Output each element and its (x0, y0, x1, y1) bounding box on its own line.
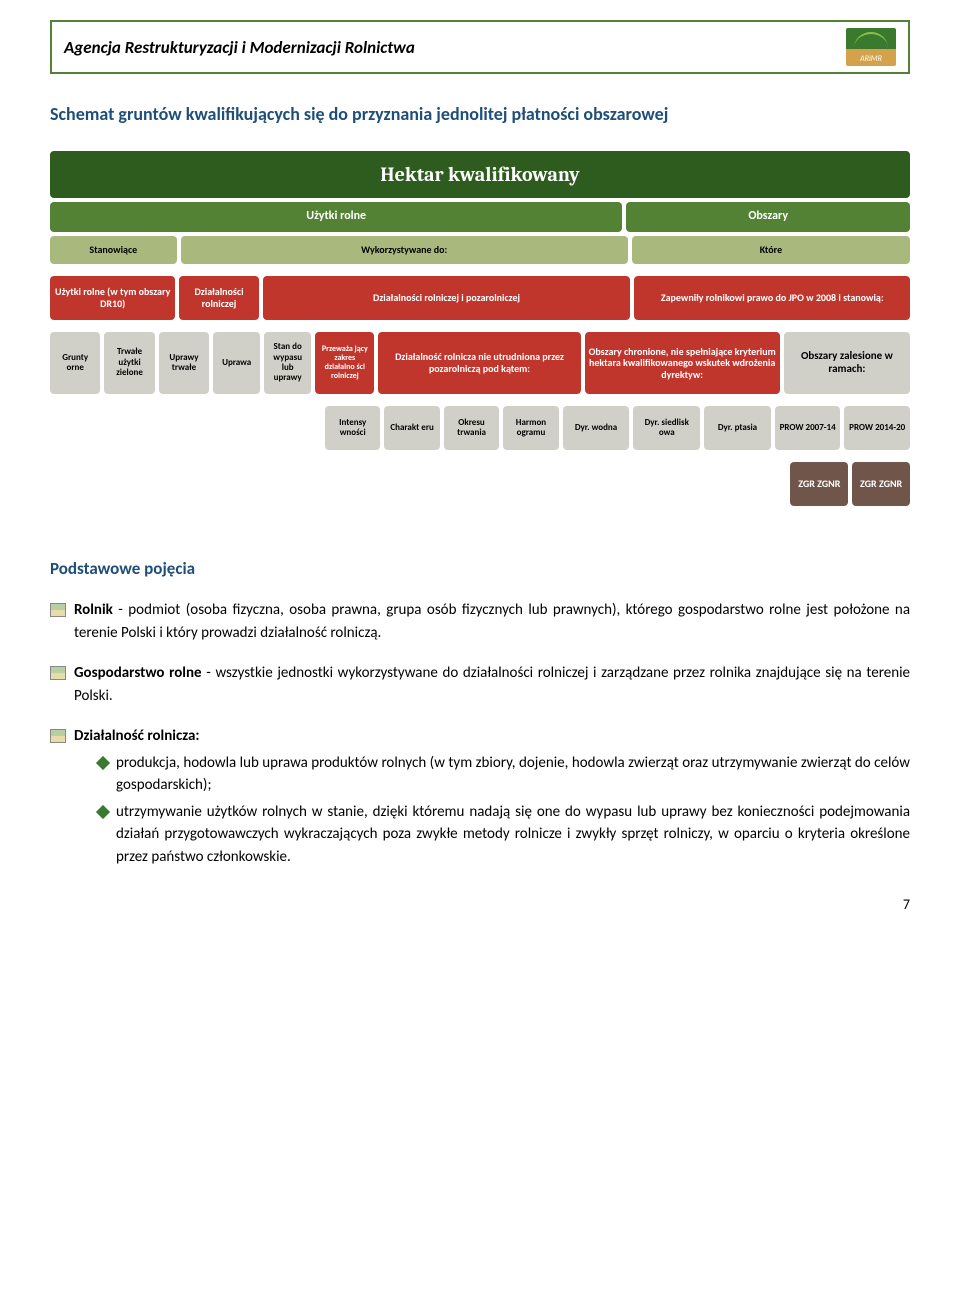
content-body: Podstawowe pojęcia Rolnik - podmiot (oso… (50, 556, 910, 869)
r4-rolniczej-poza: Działalności rolniczej i pozarolniczej (263, 276, 631, 320)
r6-dyr-wodna: Dyr. wodna (563, 406, 630, 450)
bullet-rolnik: Rolnik - podmiot (osoba fizyczna, osoba … (50, 599, 910, 644)
r5-trwale-uzytki: Trwałe użytki zielone (104, 332, 154, 394)
r6-intensywnosci: Intensy wności (325, 406, 380, 450)
rolnik-desc: - podmiot (osoba fizyczna, osoba prawna,… (74, 601, 910, 642)
r4-dzialalnosci: Działalności rolniczej (179, 276, 258, 320)
doc-bullet-icon (50, 729, 66, 743)
gospodarstwo-label: Gospodarstwo rolne (74, 664, 202, 682)
page-number: 7 (50, 896, 910, 913)
sub-bullet-2: utrzymywanie użytków rolnych w stanie, d… (98, 801, 910, 869)
gospodarstwo-text: Gospodarstwo rolne - wszystkie jednostki… (74, 662, 910, 707)
diagram-main-title: Hektar kwalifikowany (50, 151, 910, 198)
bullet-gospodarstwo: Gospodarstwo rolne - wszystkie jednostki… (50, 662, 910, 707)
r5-nieutrudniona: Działalność rolnicza nie utrudniona prze… (378, 332, 580, 394)
concepts-title: Podstawowe pojęcia (50, 556, 910, 582)
r3-ktore: Które (632, 236, 910, 264)
diamond-bullet-icon (96, 756, 110, 770)
r5-uprawa: Uprawa (213, 332, 260, 394)
diamond-bullet-icon (96, 805, 110, 819)
doc-bullet-icon (50, 666, 66, 680)
r5-obszary-chronione: Obszary chronione, nie spełniające kryte… (585, 332, 780, 394)
r5-obszary-zalesione: Obszary zalesione w ramach: (784, 332, 910, 394)
r2-uzytki: Użytki rolne (50, 202, 622, 232)
dz-sub1-text: produkcja, hodowla lub uprawa produktów … (116, 752, 910, 797)
r6-okresu: Okresu trwania (444, 406, 499, 450)
r7-zgr-2: ZGR ZGNR (852, 462, 910, 506)
r6-prow-2014: PROW 2014-20 (844, 406, 910, 450)
dz-sub2-text: utrzymywanie użytków rolnych w stanie, d… (116, 801, 910, 869)
section-title: Schemat gruntów kwalifikujących się do p… (50, 102, 910, 127)
r5-uprawy-trwale: Uprawy trwałe (159, 332, 209, 394)
bullet-dzialalnosc: Działalność rolnicza: produkcja, hodowla… (50, 725, 910, 868)
r7-zgr-1: ZGR ZGNR (790, 462, 848, 506)
qualification-diagram: Hektar kwalifikowany Użytki rolne Obszar… (50, 151, 910, 506)
rolnik-label: Rolnik (74, 601, 113, 619)
dzialalnosc-label: Działalność rolnicza: (74, 727, 200, 745)
r6-harmonogramu: Harmon ogramu (503, 406, 558, 450)
sub-bullet-1: produkcja, hodowla lub uprawa produktów … (98, 752, 910, 797)
r3-stanowiace: Stanowiące (50, 236, 177, 264)
r6-charakteru: Charakt eru (384, 406, 439, 450)
r4-jpo2008: Zapewniły rolnikowi prawo do JPO w 2008 … (634, 276, 910, 320)
r6-prow-2007: PROW 2007-14 (775, 406, 841, 450)
r2-obszary: Obszary (626, 202, 910, 232)
r5-stan-wypasu: Stan do wypasu lub uprawy (264, 332, 311, 394)
arimr-logo-icon (846, 28, 896, 66)
page-header: Agencja Restrukturyzacji i Modernizacji … (50, 20, 910, 74)
doc-bullet-icon (50, 603, 66, 617)
rolnik-text: Rolnik - podmiot (osoba fizyczna, osoba … (74, 599, 910, 644)
r6-dyr-ptasia: Dyr. ptasia (704, 406, 771, 450)
r5-grunty-orne: Grunty orne (50, 332, 100, 394)
r5-przewazajacy: Przeważa jący zakres działalno ści rolni… (315, 332, 374, 394)
r6-dyr-siedliskowa: Dyr. siedlisk owa (633, 406, 700, 450)
dzialalnosc-text: Działalność rolnicza: produkcja, hodowla… (74, 725, 910, 868)
header-title: Agencja Restrukturyzacji i Modernizacji … (64, 37, 415, 58)
r3-wykorzystywane: Wykorzystywane do: (181, 236, 628, 264)
r4-uzytki-dr10: Użytki rolne (w tym obszary DR10) (50, 276, 175, 320)
